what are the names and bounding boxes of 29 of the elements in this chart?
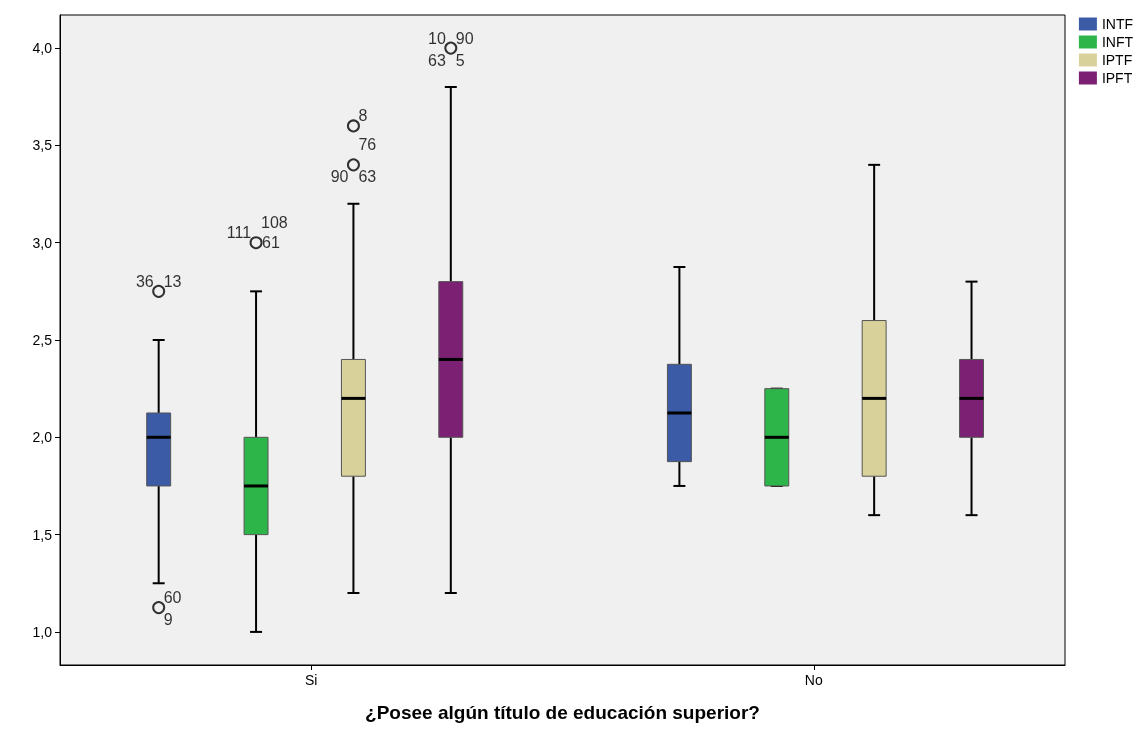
legend-label: IPFT (1101, 70, 1133, 86)
y-tick-label: 3,5 (32, 137, 53, 154)
annotation: 76 (358, 136, 377, 154)
annotation: 111 (226, 224, 252, 242)
annotation: 61 (262, 234, 280, 252)
annotation: 9 (163, 611, 173, 629)
annotation: 13 (163, 272, 182, 290)
annotation: 63 (428, 51, 446, 69)
y-tick-label: 1,5 (32, 526, 53, 543)
x-axis-title: ¿Posee algún título de educación superior? (365, 702, 760, 723)
x-tick-label: Si (305, 672, 318, 688)
y-tick-label: 1,0 (32, 623, 53, 640)
legend-label: INTF (1101, 16, 1134, 32)
annotation: 5 (455, 51, 465, 69)
annotation: 63 (358, 168, 377, 186)
annotation: 60 (163, 589, 182, 607)
x-tick-label: No (804, 672, 823, 688)
y-tick-label: 4,0 (32, 40, 53, 57)
y-tick-label: 2,0 (32, 429, 53, 446)
annotation: 36 (135, 272, 154, 290)
annotation: 90 (455, 29, 474, 47)
annotation: 8 (358, 107, 368, 125)
annotation: 108 (261, 214, 288, 232)
y-tick-label: 3,0 (32, 234, 53, 251)
legend-label: INFT (1101, 34, 1134, 50)
annotation: 90 (330, 168, 349, 186)
y-tick-label: 2,5 (32, 332, 53, 348)
legend-label: IPTF (1101, 52, 1133, 68)
annotation: 10 (428, 29, 446, 47)
